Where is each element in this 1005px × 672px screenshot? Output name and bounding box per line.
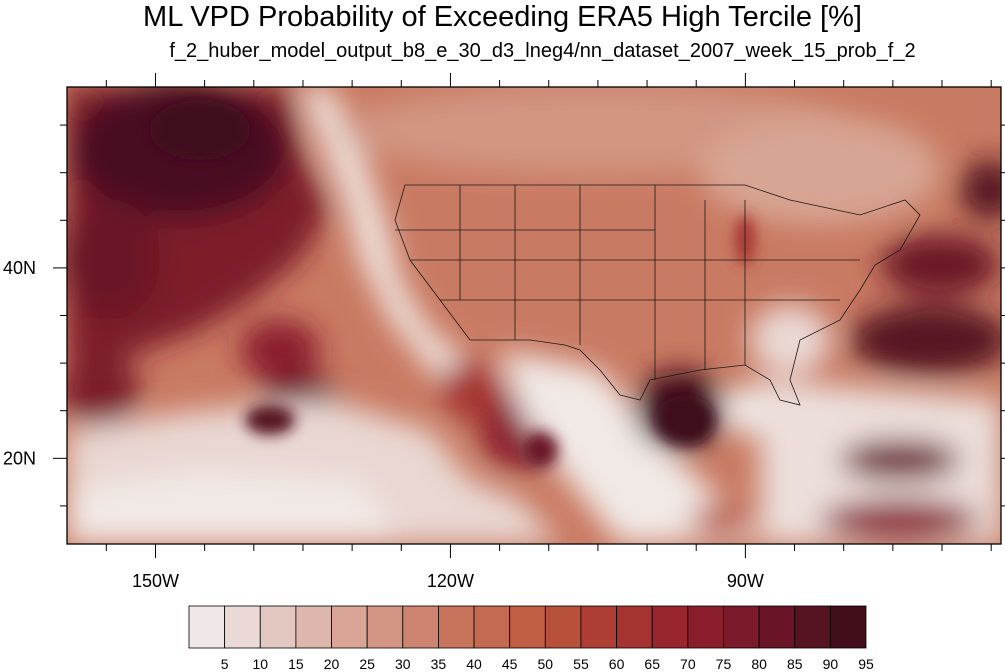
state-boundaries xyxy=(394,184,921,406)
colorbar-label: 25 xyxy=(359,656,375,672)
axis-labels: 150W 120W 90W 40N 20N xyxy=(3,258,764,591)
colorbar-box xyxy=(438,605,475,649)
colorbar-label: 50 xyxy=(538,656,554,672)
colorbar-box xyxy=(224,605,261,649)
colorbar-label: 40 xyxy=(466,656,482,672)
colorbar-box xyxy=(616,605,653,649)
colorbar-box xyxy=(366,605,404,649)
colorbar-box xyxy=(259,605,297,649)
colorbar-label: 5 xyxy=(221,656,229,672)
colorbar-box xyxy=(509,605,546,649)
colorbar-label: 60 xyxy=(609,656,625,672)
colorbar-label: 20 xyxy=(324,656,340,672)
colorbar-label: 70 xyxy=(680,656,696,672)
map-subtitle: f_2_huber_model_output_b8_e_30_d3_lneg4/… xyxy=(169,40,916,62)
colorbar-label: 90 xyxy=(823,656,839,672)
axis-ticks xyxy=(53,73,1005,558)
colorbar-label: 75 xyxy=(716,656,732,672)
probability-field xyxy=(67,87,1001,544)
colorbar-label: 45 xyxy=(502,656,518,672)
colorbar-box xyxy=(188,605,226,649)
colorbar-box xyxy=(402,605,439,649)
colorbar-box xyxy=(829,605,867,649)
colorbar-label: 65 xyxy=(644,656,660,672)
colorbar-label: 55 xyxy=(573,656,589,672)
colorbar-label: 80 xyxy=(751,656,767,672)
lon-tick-label: 120W xyxy=(427,571,474,591)
colorbar-box xyxy=(544,605,582,649)
map-title: ML VPD Probability of Exceeding ERA5 Hig… xyxy=(143,1,862,33)
colorbar-box xyxy=(651,605,689,649)
colorbar-label: 95 xyxy=(858,656,874,672)
colorbar xyxy=(188,605,867,649)
colorbar-box xyxy=(723,605,760,649)
colorbar-box xyxy=(473,605,511,649)
colorbar-label: 15 xyxy=(288,656,304,672)
colorbar-box xyxy=(687,605,724,649)
colorbar-box xyxy=(794,605,831,649)
colorbar-box xyxy=(295,605,332,649)
colorbar-labels: 5 10 15 20 25 30 35 40 45 50 55 60 65 70 75 80 85 90 95 xyxy=(221,656,874,672)
colorbar-box xyxy=(758,605,796,649)
lat-tick-label: 20N xyxy=(3,448,36,468)
colorbar-box xyxy=(580,605,617,649)
colorbar-label: 30 xyxy=(395,656,411,672)
lat-tick-label: 40N xyxy=(3,258,36,278)
colorbar-label: 35 xyxy=(431,656,447,672)
colorbar-label: 10 xyxy=(252,656,268,672)
lon-tick-label: 150W xyxy=(132,571,179,591)
colorbar-box xyxy=(331,605,368,649)
lon-tick-label: 90W xyxy=(727,571,764,591)
colorbar-label: 85 xyxy=(787,656,803,672)
